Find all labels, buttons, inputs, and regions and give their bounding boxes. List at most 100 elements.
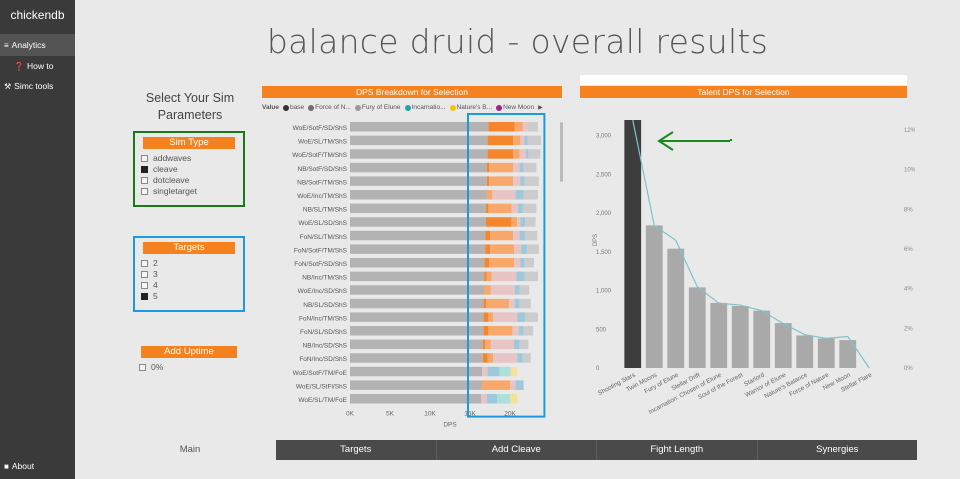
bar-segment[interactable] — [350, 366, 482, 377]
bar-segment[interactable] — [350, 326, 484, 336]
bar-segment[interactable] — [520, 258, 525, 268]
bar-segment[interactable] — [514, 339, 520, 350]
bar-segment[interactable] — [524, 176, 539, 186]
bar-segment[interactable] — [522, 203, 537, 214]
bar-segment[interactable] — [493, 353, 518, 363]
legend-item-new-moon[interactable]: New Moon — [496, 104, 534, 111]
bar-segment[interactable] — [487, 135, 514, 146]
bar-segment[interactable] — [515, 190, 524, 200]
bar-segment[interactable] — [350, 176, 487, 186]
bar-segment[interactable] — [519, 339, 529, 350]
bar-segment[interactable] — [515, 380, 524, 390]
bar-segment[interactable] — [482, 380, 510, 390]
bar-segment[interactable] — [528, 149, 541, 159]
slicer-option-cleave[interactable]: cleave — [141, 164, 237, 175]
talent-bar[interactable] — [753, 310, 771, 368]
bar-segment[interactable] — [526, 149, 529, 159]
bar-segment[interactable] — [510, 380, 516, 390]
bar-segment[interactable] — [488, 312, 494, 322]
bar-segment[interactable] — [514, 298, 520, 309]
legend-item-natures-balance[interactable]: Nature's B... — [449, 104, 492, 111]
bar-segment[interactable] — [514, 122, 523, 132]
bar-segment[interactable] — [484, 271, 487, 282]
bar-segment[interactable] — [519, 149, 526, 159]
bar-segment[interactable] — [491, 271, 517, 282]
bar-segment[interactable] — [350, 244, 486, 254]
bar-segment[interactable] — [513, 176, 521, 186]
bar-segment[interactable] — [519, 285, 530, 295]
bar-segment[interactable] — [526, 244, 539, 254]
bar-segment[interactable] — [350, 394, 482, 404]
bar-segment[interactable] — [516, 271, 525, 282]
bar-segment[interactable] — [509, 298, 515, 309]
bar-segment[interactable] — [514, 244, 522, 254]
bar-segment[interactable] — [489, 162, 514, 173]
nav-item-analytics[interactable]: ≡ Analytics — [0, 34, 75, 56]
legend-item-base[interactable]: base — [282, 104, 304, 111]
slicer-option-addwaves[interactable]: addwaves — [141, 153, 237, 164]
slicer-option-5[interactable]: 5 — [141, 291, 237, 302]
bar-segment[interactable] — [350, 190, 487, 200]
bar-segment[interactable] — [521, 244, 527, 254]
bar-segment[interactable] — [485, 244, 490, 254]
bar-segment[interactable] — [482, 339, 486, 350]
bar-segment[interactable] — [527, 122, 538, 132]
bar-segment[interactable] — [485, 339, 491, 350]
bar-segment[interactable] — [482, 366, 488, 377]
bar-segment[interactable] — [519, 230, 526, 241]
legend-item-incarnation[interactable]: Incarnatio... — [404, 104, 446, 111]
tab-main[interactable]: Main — [179, 444, 201, 455]
bar-segment[interactable] — [484, 285, 491, 295]
talent-bar[interactable] — [774, 323, 792, 368]
talent-bar[interactable] — [667, 248, 685, 368]
bar-segment[interactable] — [489, 176, 514, 186]
bar-segment[interactable] — [483, 326, 489, 336]
bar-segment[interactable] — [350, 122, 489, 132]
bar-segment[interactable] — [511, 203, 518, 214]
nav-item-about[interactable]: ■ About — [0, 455, 75, 477]
bar-segment[interactable] — [488, 326, 513, 336]
bar-segment[interactable] — [510, 394, 518, 404]
talent-bar[interactable] — [688, 287, 706, 368]
talent-bar[interactable] — [731, 306, 749, 368]
checkbox[interactable] — [141, 188, 148, 195]
bar-segment[interactable] — [486, 190, 493, 200]
checkbox-checked[interactable] — [141, 293, 148, 300]
bar-segment[interactable] — [524, 258, 534, 268]
slicer-option-3[interactable]: 3 — [141, 269, 237, 280]
bar-segment[interactable] — [512, 326, 519, 336]
bar-segment[interactable] — [518, 326, 524, 336]
slicer-option-2[interactable]: 2 — [141, 258, 237, 269]
bar-segment[interactable] — [350, 135, 488, 146]
bar-segment[interactable] — [350, 380, 482, 390]
checkbox[interactable] — [139, 364, 146, 371]
bar-segment[interactable] — [350, 258, 485, 268]
bar-segment[interactable] — [486, 162, 490, 173]
bar-segment[interactable] — [486, 203, 489, 214]
checkbox[interactable] — [141, 260, 148, 267]
bar-segment[interactable] — [482, 353, 488, 363]
checkbox[interactable] — [141, 177, 148, 184]
talent-bar[interactable] — [645, 225, 663, 368]
bar-segment[interactable] — [513, 230, 520, 241]
tab-add-cleave[interactable]: Add Cleave — [437, 440, 597, 460]
scrollbar-thumb[interactable] — [560, 122, 563, 182]
bar-segment[interactable] — [350, 339, 483, 350]
bar-segment[interactable] — [350, 271, 485, 282]
checkbox[interactable] — [141, 155, 148, 162]
talent-bar[interactable] — [624, 120, 642, 368]
bar-segment[interactable] — [350, 285, 485, 295]
tab-fight-length[interactable]: Fight Length — [597, 440, 758, 460]
bar-segment[interactable] — [350, 353, 483, 363]
bar-segment[interactable] — [350, 217, 486, 227]
bar-segment[interactable] — [490, 339, 514, 350]
bar-segment[interactable] — [525, 312, 538, 322]
bar-segment[interactable] — [520, 217, 526, 227]
bar-segment[interactable] — [487, 353, 494, 363]
bar-segment[interactable] — [525, 217, 536, 227]
talent-bar[interactable] — [796, 335, 814, 368]
bar-segment[interactable] — [525, 230, 538, 241]
bar-segment[interactable] — [490, 285, 515, 295]
nav-item-how-to[interactable]: ❓ How to — [0, 55, 75, 77]
bar-segment[interactable] — [350, 203, 486, 214]
